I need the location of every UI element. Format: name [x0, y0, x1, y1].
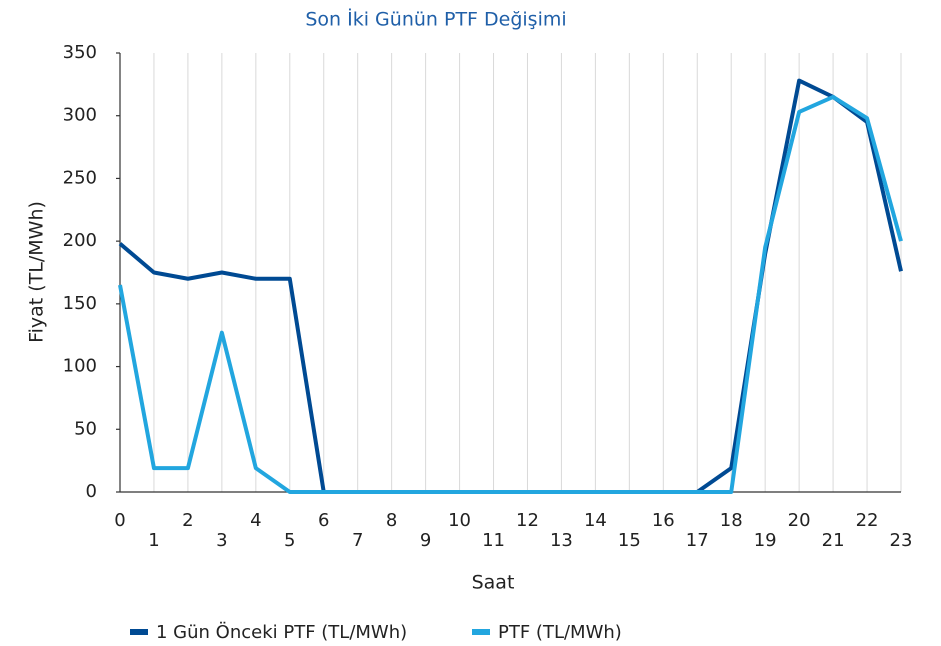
y-tick-label: 300 — [63, 105, 97, 126]
legend-swatch — [472, 629, 490, 635]
x-tick-label: 4 — [250, 510, 261, 531]
x-tick-label: 11 — [482, 530, 505, 551]
y-tick-label: 50 — [74, 418, 97, 439]
x-axis-label: Saat — [472, 572, 515, 594]
x-tick-label: 9 — [420, 530, 431, 551]
x-tick-label: 1 — [148, 530, 159, 551]
x-tick-label: 3 — [216, 530, 227, 551]
x-tick-label: 5 — [284, 530, 295, 551]
x-tick-label: 2 — [182, 510, 193, 531]
x-tick-label: 15 — [618, 530, 641, 551]
x-tick-label: 19 — [754, 530, 777, 551]
y-tick-label: 100 — [63, 356, 97, 377]
legend-swatch — [130, 629, 148, 635]
x-tick-label: 16 — [652, 510, 675, 531]
y-tick-label: 250 — [63, 167, 97, 188]
x-tick-label: 23 — [890, 530, 913, 551]
line-series — [118, 94, 903, 494]
y-tick-label: 350 — [63, 42, 97, 63]
legend-label: 1 Gün Önceki PTF (TL/MWh) — [156, 621, 407, 643]
x-tick-label: 6 — [318, 510, 329, 531]
line-series — [118, 78, 903, 494]
x-tick-label: 0 — [114, 510, 125, 531]
chart-title: Son İki Günün PTF Değişimi — [305, 8, 566, 31]
x-tick-label: 17 — [686, 530, 709, 551]
y-tick-label: 200 — [63, 230, 97, 251]
x-tick-label: 18 — [720, 510, 743, 531]
x-tick-label: 22 — [856, 510, 879, 531]
x-tick-label: 7 — [352, 530, 363, 551]
legend-label: PTF (TL/MWh) — [498, 622, 622, 643]
y-axis-label: Fiyat (TL/MWh) — [26, 201, 48, 343]
x-tick-label: 21 — [822, 530, 845, 551]
y-tick-label: 0 — [86, 481, 97, 502]
x-tick-label: 13 — [550, 530, 573, 551]
y-tick-label: 150 — [63, 293, 97, 314]
x-tick-label: 12 — [516, 510, 539, 531]
x-tick-label: 20 — [788, 510, 811, 531]
x-tick-label: 14 — [584, 510, 607, 531]
x-tick-label: 8 — [386, 510, 397, 531]
x-tick-label: 10 — [448, 510, 471, 531]
